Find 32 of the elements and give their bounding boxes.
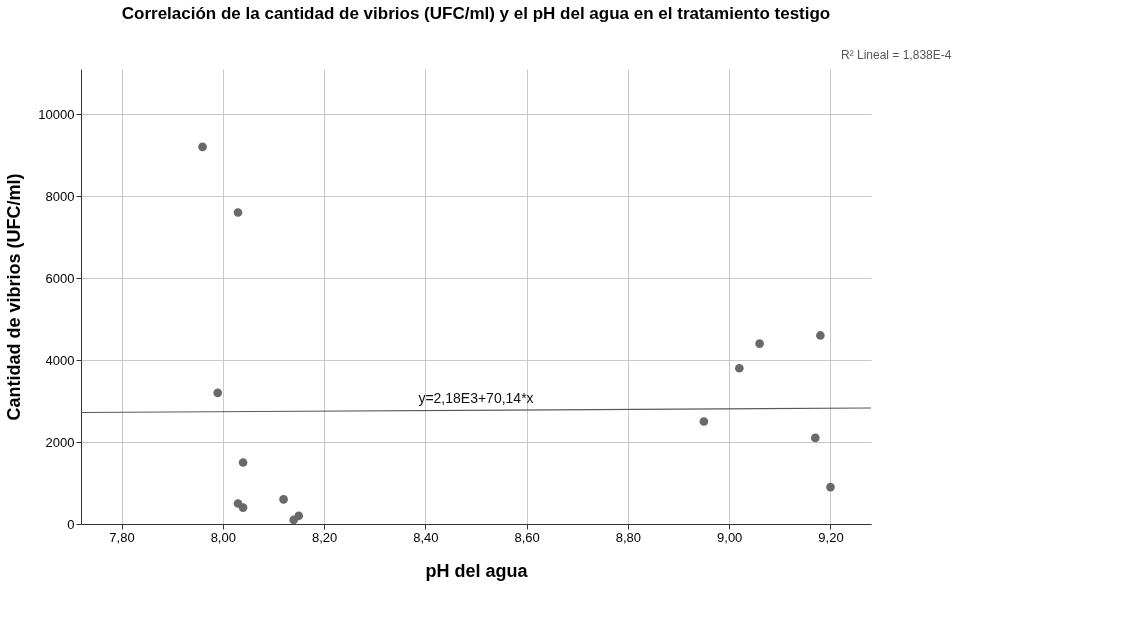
- chart-title: Correlación de la cantidad de vibrios (UFC/ml) y el pH del agua en el tratamiento testigo: [121, 4, 831, 23]
- point: [279, 495, 288, 504]
- annotation: y=2,18E3+70,14*x: [418, 390, 534, 407]
- point: [294, 511, 304, 521]
- point: [755, 339, 764, 348]
- y-tick-label: 4000: [45, 352, 75, 368]
- x-tick-label: 8,00: [210, 529, 236, 545]
- point: [238, 458, 248, 467]
- point: [816, 331, 825, 340]
- point: [238, 503, 248, 512]
- point: [699, 417, 709, 426]
- text: R² Lineal = 1,838E-4: [841, 48, 952, 62]
- x-tick-label: 9,00: [717, 529, 743, 545]
- point: [826, 482, 835, 492]
- x-tick-label: 9,20: [818, 529, 844, 545]
- point: [213, 388, 223, 398]
- point: [810, 433, 820, 443]
- y-tick-label: 10000: [38, 106, 75, 122]
- point: [735, 363, 744, 373]
- y-tick-label: 0: [67, 516, 75, 532]
- y-tick-label: 8000: [45, 188, 75, 204]
- x-axis-title: pH del agua: [425, 560, 529, 581]
- y-tick-label: 6000: [45, 270, 75, 286]
- x-tick-label: 8,60: [514, 529, 540, 545]
- x-tick-label: 7,80: [109, 529, 135, 545]
- y-tick-label: 2000: [45, 434, 75, 450]
- x-tick-label: 8,20: [311, 529, 338, 545]
- point: [233, 208, 243, 217]
- y-axis-title: Cantidad de vibrios (UFC/ml): [4, 173, 25, 421]
- point: [198, 142, 207, 152]
- x-tick-label: 8,80: [615, 529, 642, 545]
- x-tick-label: 8,40: [413, 529, 439, 545]
